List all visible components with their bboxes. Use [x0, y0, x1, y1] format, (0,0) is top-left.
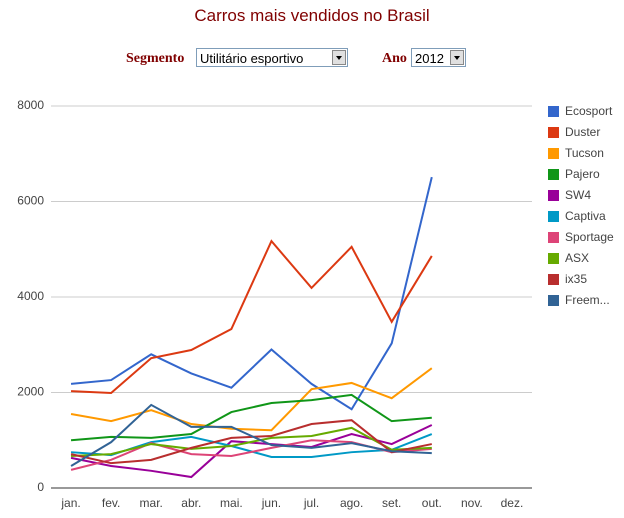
series-line — [70, 367, 433, 432]
segment-select[interactable]: Utilitário esportivo — [196, 48, 348, 67]
series-line — [70, 403, 432, 467]
segment-label: Segmento — [126, 51, 185, 66]
legend-swatch — [548, 127, 559, 138]
dropdown-arrow[interactable] — [450, 50, 464, 65]
x-tick-label: jun. — [261, 496, 281, 510]
chart-title: Carros mais vendidos no Brasil — [194, 6, 430, 25]
x-tick-label: dez. — [501, 496, 524, 510]
legend-label: SW4 — [565, 188, 591, 202]
legend-swatch — [548, 190, 559, 201]
series-line — [70, 393, 432, 442]
year-value: 2012 — [415, 51, 444, 66]
x-tick-label: out. — [422, 496, 442, 510]
legend-swatch — [548, 148, 559, 159]
series-line — [70, 176, 433, 411]
x-tick-label: mar. — [140, 496, 163, 510]
series-line — [70, 239, 433, 394]
y-tick-label: 8000 — [17, 98, 44, 112]
x-tick-label: abr. — [181, 496, 201, 510]
x-tick-label: jan. — [60, 496, 80, 510]
legend-label: Sportage — [565, 230, 614, 244]
legend-swatch — [548, 106, 559, 117]
legend-label: ix35 — [565, 272, 587, 286]
legend-label: Pajero — [565, 167, 600, 181]
legend-swatch — [548, 169, 559, 180]
x-tick-label: set. — [382, 496, 401, 510]
legend-swatch — [548, 274, 559, 285]
year-select[interactable]: 2012 — [411, 48, 466, 67]
legend-swatch — [548, 232, 559, 243]
y-tick-label: 2000 — [17, 385, 44, 399]
legend-swatch — [548, 295, 559, 306]
segment-value: Utilitário esportivo — [200, 51, 304, 66]
legend-label: Ecosport — [565, 104, 613, 118]
legend-swatch — [548, 253, 559, 264]
legend-label: Tucson — [565, 146, 604, 160]
series-line — [70, 439, 432, 471]
legend-label: Duster — [565, 125, 600, 139]
x-tick-label: mai. — [220, 496, 243, 510]
legend-label: ASX — [565, 251, 589, 265]
y-tick-label: 6000 — [17, 194, 44, 208]
legend-label: Captiva — [565, 209, 606, 223]
dropdown-arrow[interactable] — [332, 50, 346, 65]
y-tick-label: 4000 — [17, 289, 44, 303]
x-tick-label: nov. — [461, 496, 483, 510]
legend-swatch — [548, 211, 559, 222]
x-tick-label: jul. — [303, 496, 319, 510]
x-tick-label: ago. — [340, 496, 363, 510]
series-line — [70, 426, 432, 458]
y-tick-label: 0 — [37, 480, 44, 494]
x-tick-label: fev. — [102, 496, 120, 510]
year-label: Ano — [382, 51, 407, 66]
legend-label: Freem... — [565, 293, 610, 307]
